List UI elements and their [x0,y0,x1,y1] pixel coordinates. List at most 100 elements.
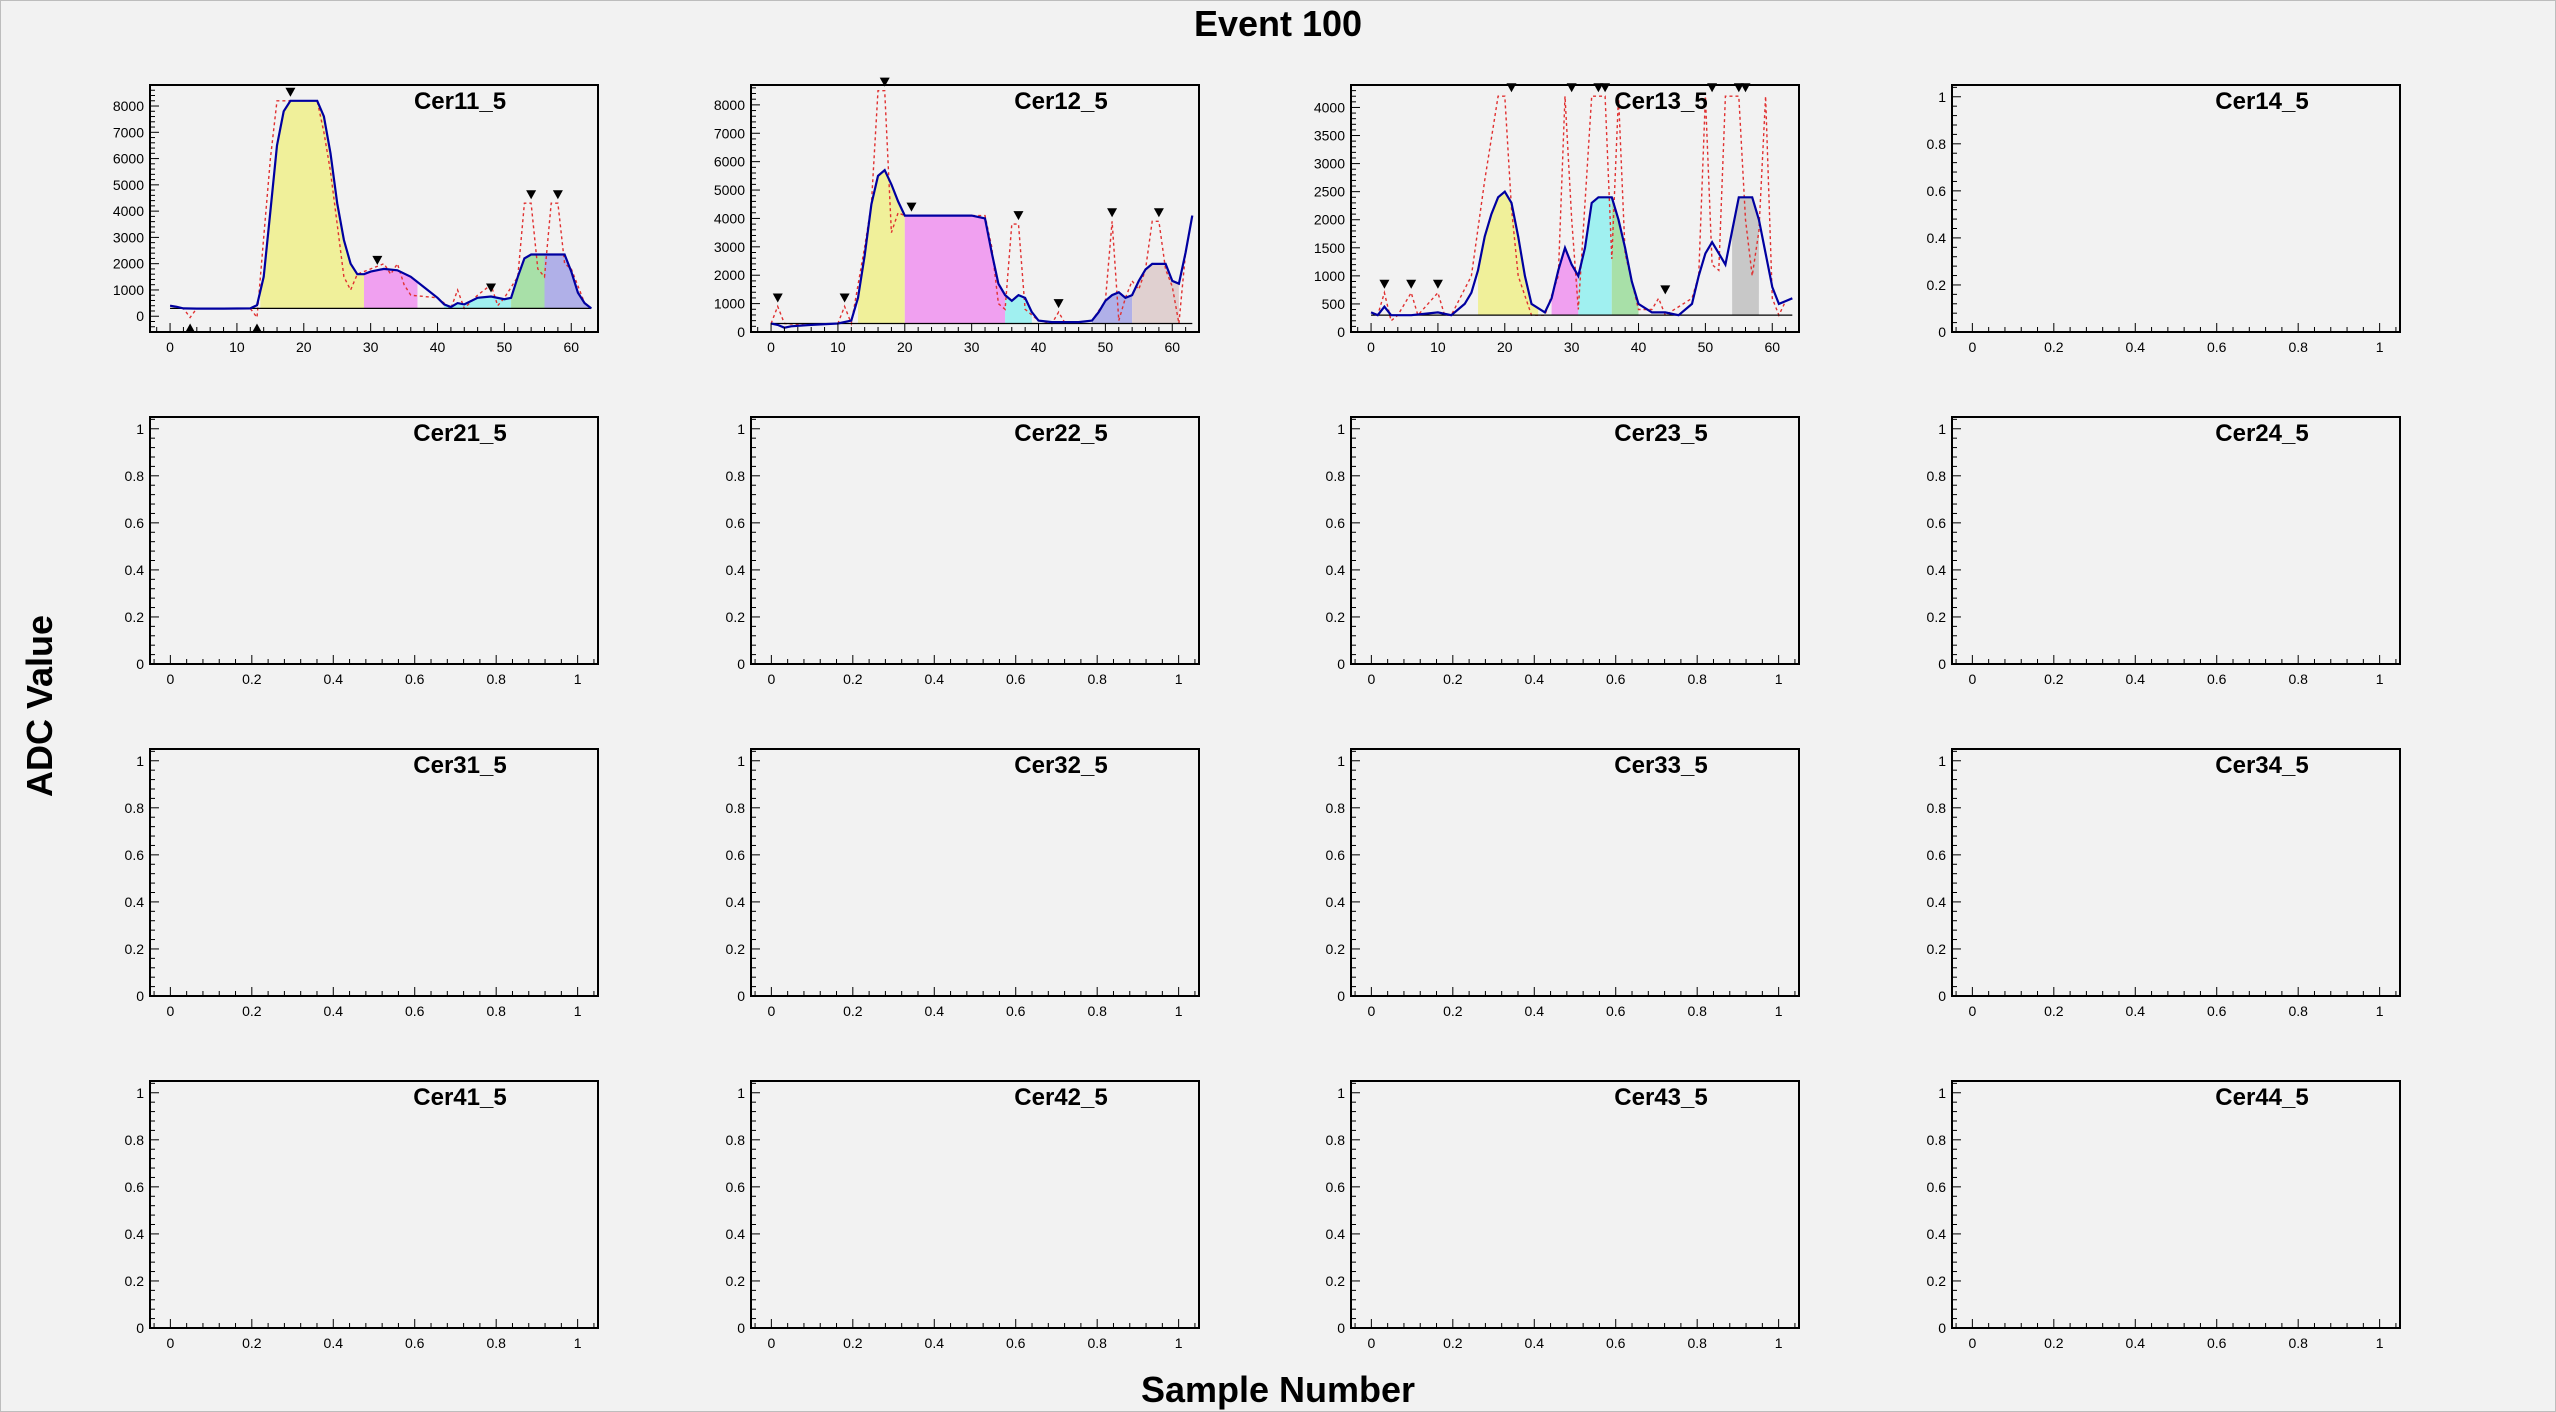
y-tick-label: 1 [136,421,144,437]
x-tick-label: 0 [1367,1003,1375,1019]
x-tick-label: 0 [767,339,775,355]
y-tick-label: 0.6 [726,1179,746,1195]
x-tick-label: 0.2 [242,1335,262,1351]
x-tick-label: 0.6 [2207,1335,2227,1351]
x-tick-label: 0.8 [1087,1003,1107,1019]
y-tick-label: 0 [1938,324,1946,340]
panel-title: Cer14_5 [2215,88,2308,115]
y-tick-label: 0 [1337,324,1345,340]
peak-marker [1013,211,1024,221]
y-tick-label: 0.4 [726,562,746,578]
y-tick-label: 0.2 [1927,609,1947,625]
panel-frame [149,84,599,333]
x-tick-label: 0.6 [1006,1335,1026,1351]
x-tick-label: 0.8 [1687,671,1707,687]
y-tick-label: 0.2 [726,941,746,957]
y-tick-label: 1 [737,753,745,769]
y-tick-label: 0.8 [125,800,145,816]
x-tick-label: 0.6 [1606,671,1626,687]
y-tick-label: 8000 [714,97,745,113]
y-tick-label: 0.8 [1326,1132,1346,1148]
x-tick-label: 0.6 [2207,671,2227,687]
panel-Cer33_5: 0 0.2 0.4 0.6 0.8 1 0 0.2 0.4 0.6 0.8 1 Cer33_5 [1326,748,1800,1019]
x-tick-label: 0.8 [486,1335,506,1351]
y-tick-label: 5000 [714,182,745,198]
x-tick-label: 0.6 [2207,1003,2227,1019]
y-tick-label: 0.8 [1927,468,1947,484]
peak-marker [1053,299,1064,309]
x-tick-label: 50 [1098,339,1114,355]
x-tick-label: 0.2 [843,1335,863,1351]
panel-Cer12_5: 0 10 20 30 40 50 60 0 1000 2000 3000 4000 5000 6000 70… [714,77,1200,355]
x-tick-label: 0 [1367,671,1375,687]
y-tick-label: 0.6 [1927,1179,1947,1195]
x-tick-label: 10 [1430,339,1446,355]
y-tick-label: 1 [1337,1085,1345,1101]
y-tick-label: 1500 [1314,240,1345,256]
y-tick-label: 2000 [714,267,745,283]
panel-frame [1350,1080,1800,1329]
y-tick-label: 3500 [1314,128,1345,144]
panel-title: Cer22_5 [1014,420,1107,447]
y-tick-label: 0.2 [1326,1273,1346,1289]
x-tick-label: 0.8 [2288,1003,2308,1019]
y-tick-label: 4000 [113,203,144,219]
y-tick-label: 0.4 [1326,894,1346,910]
peak-marker [1660,285,1671,295]
peak-marker [839,293,850,303]
x-tick-label: 30 [964,339,980,355]
x-tick-label: 50 [1698,339,1714,355]
x-tick-label: 0.4 [324,1003,344,1019]
waveform-line [1370,190,1793,317]
x-tick-label: 1 [2376,339,2384,355]
peak-marker [879,77,890,87]
y-tick-label: 2000 [113,256,144,272]
x-tick-label: 0.8 [1087,671,1107,687]
x-tick-label: 0.6 [405,1003,425,1019]
panel-Cer21_5: 0 0.2 0.4 0.6 0.8 1 0 0.2 0.4 0.6 0.8 1 Cer21_5 [125,416,599,687]
x-tick-label: 0.8 [2288,1335,2308,1351]
y-tick-label: 0 [136,308,144,324]
panel-frame [149,416,599,665]
panel-frame [750,1080,1200,1329]
x-tick-label: 20 [897,339,913,355]
x-tick-label: 20 [296,339,312,355]
panel-frame [750,748,1200,997]
x-tick-label: 0.2 [2044,671,2064,687]
y-tick-label: 1000 [714,296,745,312]
peak-marker [1153,208,1164,218]
x-tick-label: 0.4 [925,1335,945,1351]
y-tick-label: 0.2 [726,1273,746,1289]
y-tick-label: 5000 [113,177,144,193]
y-tick-label: 6000 [113,151,144,167]
y-tick-label: 0.8 [1927,1132,1947,1148]
y-tick-label: 0.4 [1326,1226,1346,1242]
x-tick-label: 0.8 [1687,1335,1707,1351]
y-tick-label: 1 [1337,753,1345,769]
panel-title: Cer31_5 [413,752,506,779]
y-tick-label: 1000 [113,282,144,298]
y-tick-label: 4000 [1314,99,1345,115]
x-tick-label: 50 [497,339,513,355]
y-tick-label: 0.6 [1326,515,1346,531]
x-tick-label: 0.8 [2288,339,2308,355]
x-tick-label: 60 [563,339,579,355]
panel-Cer44_5: 0 0.2 0.4 0.6 0.8 1 0 0.2 0.4 0.6 0.8 1 Cer44_5 [1927,1080,2401,1351]
y-tick-label: 3000 [1314,156,1345,172]
plot-area [169,99,592,320]
y-tick-label: 0.8 [125,1132,145,1148]
panel-Cer43_5: 0 0.2 0.4 0.6 0.8 1 0 0.2 0.4 0.6 0.8 1 Cer43_5 [1326,1080,1800,1351]
y-tick-label: 500 [1322,296,1346,312]
x-tick-label: 1 [1175,1003,1183,1019]
raw-samples-line [169,100,592,320]
pulse-fill-3 [1578,197,1612,316]
peak-marker [526,190,537,200]
x-tick-label: 0.4 [1525,671,1545,687]
x-tick-label: 0.2 [1443,671,1463,687]
y-tick-label: 0 [1938,988,1946,1004]
panel-frame [750,416,1200,665]
y-tick-label: 0.6 [1927,515,1947,531]
plot-area [1370,95,1793,323]
y-tick-label: 0 [1938,1320,1946,1336]
x-tick-label: 0.8 [2288,671,2308,687]
